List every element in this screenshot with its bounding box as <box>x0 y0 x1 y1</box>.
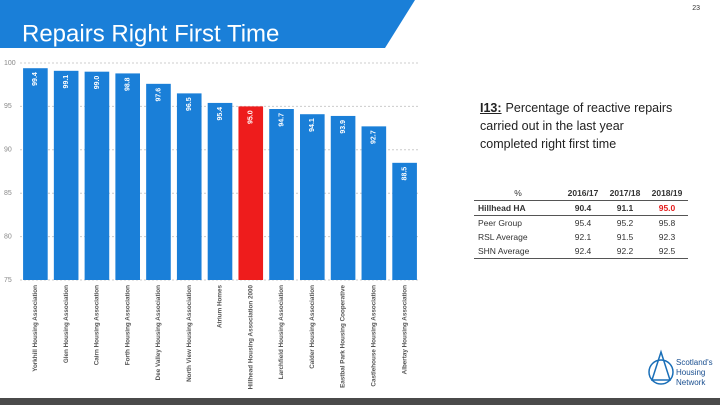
value-label: 95.4 <box>217 107 224 121</box>
x-tick-label: Hillhead Housing Association 2000 <box>247 285 254 390</box>
description-text: Percentage of reactive repairs carried o… <box>480 101 673 151</box>
y-tick-label: 75 <box>4 277 12 284</box>
table-row: Hillhead HA 90.4 91.1 95.0 <box>474 200 688 216</box>
table-cell: 92.2 <box>604 244 646 259</box>
x-tick-label: Calder Housing Association <box>309 285 316 369</box>
logo-text: Network <box>676 378 706 387</box>
table-cell: 92.5 <box>646 244 688 259</box>
table-cell: 92.3 <box>658 232 676 242</box>
value-label: 94.7 <box>278 113 285 127</box>
bar <box>115 73 140 280</box>
table-cell: Peer Group <box>478 218 522 228</box>
x-tick-label: Yorkhill Housing Association <box>32 285 39 372</box>
y-tick-label: 95 <box>4 103 12 110</box>
value-label: 92.7 <box>371 130 378 144</box>
table-cell: 2018/19 <box>646 186 688 201</box>
bar <box>330 115 356 280</box>
table-cell: RSL Average <box>478 232 528 242</box>
x-tick-label: Forth Housing Association <box>124 285 131 365</box>
value-label: 96.5 <box>186 97 193 111</box>
logo-text: Housing <box>676 368 705 377</box>
indicator: I13: <box>480 101 502 115</box>
y-tick-label: 85 <box>4 190 12 197</box>
table-cell: 95.8 <box>658 218 676 228</box>
value-label: 94.1 <box>309 118 316 132</box>
bar <box>176 93 202 280</box>
y-tick-label: 90 <box>4 147 12 154</box>
title-banner <box>0 0 415 48</box>
y-tick-label: 80 <box>4 233 12 240</box>
table-row: Peer Group 95.4 95.2 95.8 <box>474 216 688 231</box>
value-label: 99.1 <box>63 75 70 89</box>
value-label: 97.6 <box>155 88 162 102</box>
x-tick-label: Cairn Housing Association <box>94 285 101 365</box>
table-cell: Hillhead HA <box>474 200 562 216</box>
bar <box>53 70 79 280</box>
value-label: 98.8 <box>125 77 132 91</box>
bar <box>146 83 171 280</box>
bar <box>84 71 110 281</box>
page-number: 23 <box>692 5 700 12</box>
title: Repairs Right First Time <box>22 20 279 47</box>
table-cell: 91.5 <box>616 232 634 242</box>
footer-strip <box>0 398 720 405</box>
x-tick-label: Larchfield Housing Association <box>278 285 285 379</box>
bar <box>361 126 387 280</box>
table-cell: 2017/18 <box>604 186 646 201</box>
x-tick-label: Dee Valley Housing Association <box>155 285 162 380</box>
table-cell: 90.4 <box>562 200 604 216</box>
x-tick-label: Eastbal Park Housing Cooperative <box>340 285 347 388</box>
bar <box>300 114 325 280</box>
table-row: % 2016/17 2017/18 2018/19 <box>474 186 688 201</box>
value-label: 93.9 <box>340 120 347 134</box>
table: % 2016/17 2017/18 2018/19 Hillhead HA 90.4 91.… <box>474 186 688 259</box>
y-tick-label: 100 <box>4 60 16 67</box>
table-cell: 91.1 <box>604 200 646 216</box>
table-cell: 95.0 <box>646 200 688 216</box>
bar <box>207 102 233 280</box>
table-cell: 92.4 <box>562 244 604 259</box>
table-cell: 95.4 <box>574 218 592 228</box>
bar <box>23 68 48 280</box>
table-cell: % <box>474 186 562 201</box>
value-label: 99.4 <box>32 72 39 86</box>
x-tick-label: Albertay Housing Association <box>401 285 408 374</box>
table-row: RSL Average 92.1 91.5 92.3 <box>474 230 688 244</box>
x-tick-label: Glen Housing Association <box>63 285 70 363</box>
bar <box>269 109 294 280</box>
table-row: SHN Average 92.4 92.2 92.5 <box>474 244 688 259</box>
value-label: 99.0 <box>94 76 101 90</box>
table-cell: 92.1 <box>574 232 592 242</box>
logo <box>648 349 674 385</box>
bar <box>238 106 264 281</box>
table-cell: SHN Average <box>474 244 562 259</box>
description: I13: Percentage of reactive repairs carri… <box>480 99 680 153</box>
value-label: 88.5 <box>401 167 408 181</box>
logo-text: Scotland's <box>676 358 713 367</box>
table-cell: 2016/17 <box>562 186 604 201</box>
x-tick-label: Castlehouse Housing Association <box>371 285 378 387</box>
table-cell: 95.2 <box>616 218 634 228</box>
x-tick-label: Atrium Homes <box>217 285 224 329</box>
value-label: 95.0 <box>248 110 255 124</box>
bar <box>392 162 417 280</box>
x-tick-label: North View Housing Association <box>186 285 193 382</box>
